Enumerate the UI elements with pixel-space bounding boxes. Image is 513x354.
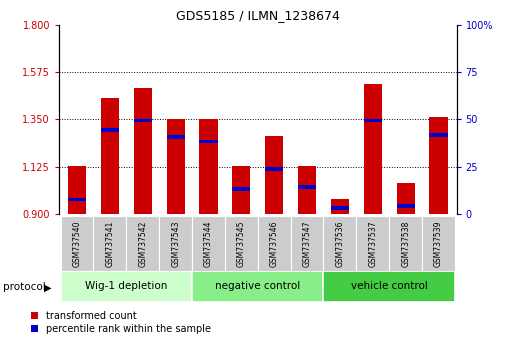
Bar [397, 183, 415, 214]
Title: GDS5185 / ILMN_1238674: GDS5185 / ILMN_1238674 [176, 9, 340, 22]
Text: GSM737541: GSM737541 [106, 220, 114, 267]
Bar [101, 128, 119, 132]
Bar [298, 185, 316, 189]
Text: protocol: protocol [3, 282, 45, 292]
Bar [200, 140, 218, 143]
Bar [68, 198, 86, 201]
FancyBboxPatch shape [324, 271, 455, 302]
Text: GSM737537: GSM737537 [368, 220, 377, 267]
Text: GSM737547: GSM737547 [303, 220, 311, 267]
Bar [364, 119, 382, 122]
FancyBboxPatch shape [192, 216, 225, 271]
Bar [265, 136, 283, 214]
Text: GSM737540: GSM737540 [72, 220, 82, 267]
Bar [331, 206, 349, 210]
FancyBboxPatch shape [61, 216, 93, 271]
Text: GSM737545: GSM737545 [237, 220, 246, 267]
Bar [364, 84, 382, 214]
Bar [232, 187, 250, 191]
Text: ▶: ▶ [44, 282, 51, 292]
Text: GSM737539: GSM737539 [434, 220, 443, 267]
FancyBboxPatch shape [159, 216, 192, 271]
Text: GSM737542: GSM737542 [139, 220, 147, 267]
Text: GSM737544: GSM737544 [204, 220, 213, 267]
FancyBboxPatch shape [192, 271, 324, 302]
FancyBboxPatch shape [357, 216, 389, 271]
Bar [101, 98, 119, 214]
Bar [397, 204, 415, 208]
FancyBboxPatch shape [324, 216, 357, 271]
FancyBboxPatch shape [93, 216, 126, 271]
Bar [200, 119, 218, 214]
Text: GSM737546: GSM737546 [270, 220, 279, 267]
Bar [68, 166, 86, 214]
FancyBboxPatch shape [126, 216, 159, 271]
Legend: transformed count, percentile rank within the sample: transformed count, percentile rank withi… [30, 311, 211, 334]
Bar [134, 119, 152, 122]
FancyBboxPatch shape [258, 216, 291, 271]
FancyBboxPatch shape [225, 216, 258, 271]
Bar [232, 166, 250, 214]
Text: GSM737536: GSM737536 [336, 220, 344, 267]
Bar [298, 166, 316, 214]
Text: GSM737538: GSM737538 [401, 220, 410, 267]
Bar [429, 133, 447, 137]
FancyBboxPatch shape [389, 216, 422, 271]
Bar [167, 119, 185, 214]
Text: GSM737543: GSM737543 [171, 220, 180, 267]
FancyBboxPatch shape [422, 216, 455, 271]
Bar [167, 136, 185, 139]
Bar [265, 167, 283, 171]
Bar [134, 88, 152, 214]
Text: Wig-1 depletion: Wig-1 depletion [85, 281, 168, 291]
Text: vehicle control: vehicle control [351, 281, 428, 291]
Bar [331, 199, 349, 214]
FancyBboxPatch shape [291, 216, 324, 271]
Text: negative control: negative control [215, 281, 301, 291]
FancyBboxPatch shape [61, 271, 192, 302]
Bar [429, 118, 447, 214]
